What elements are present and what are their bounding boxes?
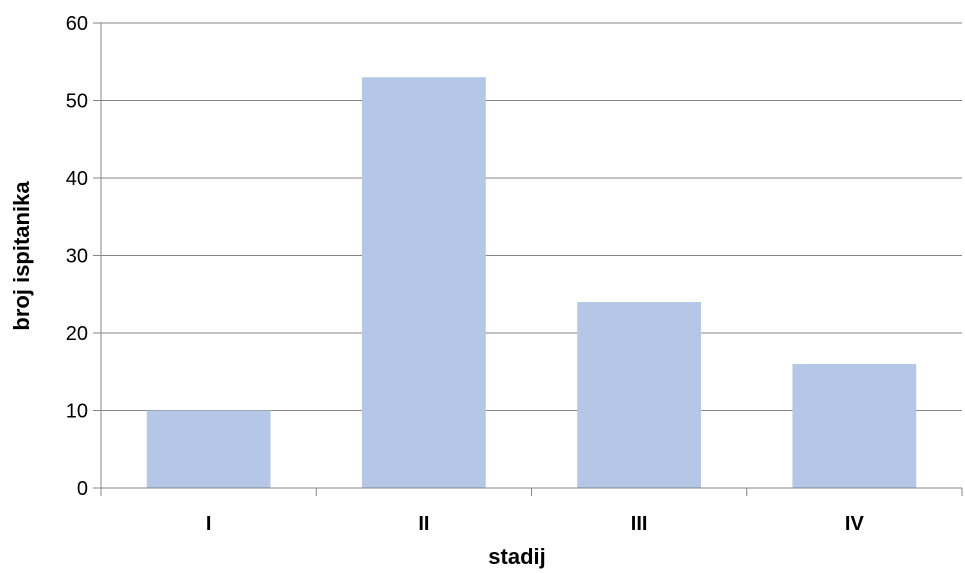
bar-III [577, 302, 702, 488]
y-tick-label: 60 [66, 13, 88, 35]
y-tick-label: 0 [77, 478, 88, 500]
x-category-label: II [418, 513, 429, 535]
y-axis-title: broj ispitanika [9, 181, 34, 331]
x-category-label: III [631, 513, 648, 535]
y-tick-labels: 0 10 20 30 40 50 60 [66, 13, 88, 500]
axes [93, 22, 963, 496]
bar-II [361, 77, 486, 488]
gridlines [101, 22, 962, 411]
x-category-labels: I II III IV [206, 513, 865, 535]
y-tick-label: 50 [66, 91, 88, 113]
y-tick-label: 20 [66, 323, 88, 345]
x-axis-title: stadij [488, 544, 545, 569]
x-category-label: IV [845, 513, 865, 535]
y-tick-label: 10 [66, 401, 88, 423]
x-category-label: I [206, 513, 212, 535]
bar-I [146, 410, 271, 488]
bars [146, 77, 917, 488]
y-tick-label: 40 [66, 168, 88, 190]
y-tick-label: 30 [66, 246, 88, 268]
bar-IV [792, 364, 917, 488]
